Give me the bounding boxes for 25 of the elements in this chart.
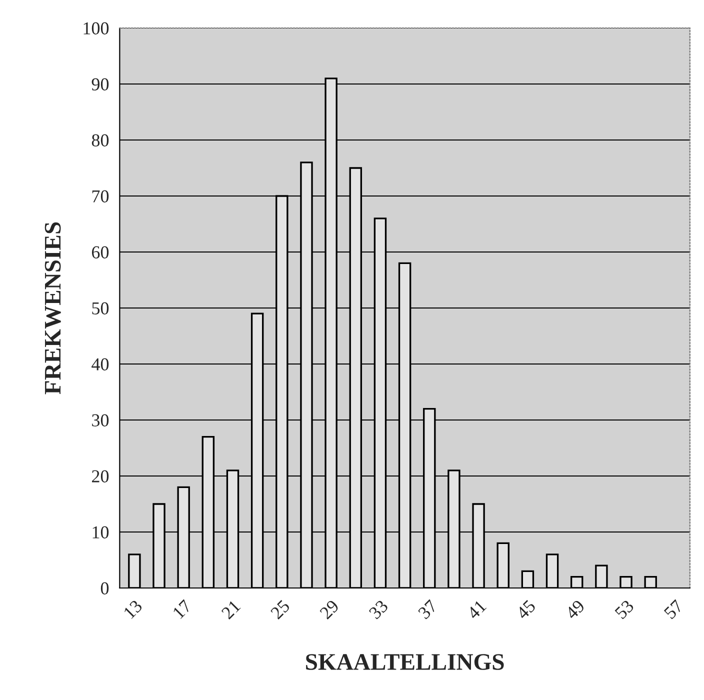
y-tick-label: 100 <box>84 22 109 34</box>
x-tick-label: 57 <box>664 599 684 620</box>
y-tick-label: 60 <box>92 246 109 258</box>
y-tick-label: 10 <box>92 526 109 538</box>
x-axis-title: SKAALTELLINGS <box>306 654 504 670</box>
x-tick-label: 17 <box>172 599 192 619</box>
y-tick-label: 70 <box>92 190 109 202</box>
x-tick-label: 53 <box>614 599 634 620</box>
x-tick-label: 33 <box>368 599 389 620</box>
x-tick-label: 25 <box>270 599 290 620</box>
y-axis-title: FREKWENSIES <box>44 222 61 394</box>
y-tick-label: 0 <box>100 582 109 594</box>
y-tick-label: 40 <box>92 358 109 370</box>
y-tick-label: 20 <box>92 470 109 482</box>
x-tick-label: 49 <box>564 599 586 620</box>
y-tick-label: 80 <box>92 134 109 146</box>
x-tick-label: 41 <box>466 600 487 620</box>
y-tick-label: 50 <box>92 302 109 314</box>
x-tick-label: 21 <box>220 600 241 620</box>
y-tick-label: 90 <box>92 78 109 90</box>
y-tick-label: 30 <box>92 414 109 426</box>
x-tick-label: 13 <box>123 599 143 620</box>
x-tick-label: 29 <box>319 599 340 620</box>
x-tick-label: 37 <box>418 599 438 620</box>
x-tick-label: 45 <box>516 599 536 620</box>
